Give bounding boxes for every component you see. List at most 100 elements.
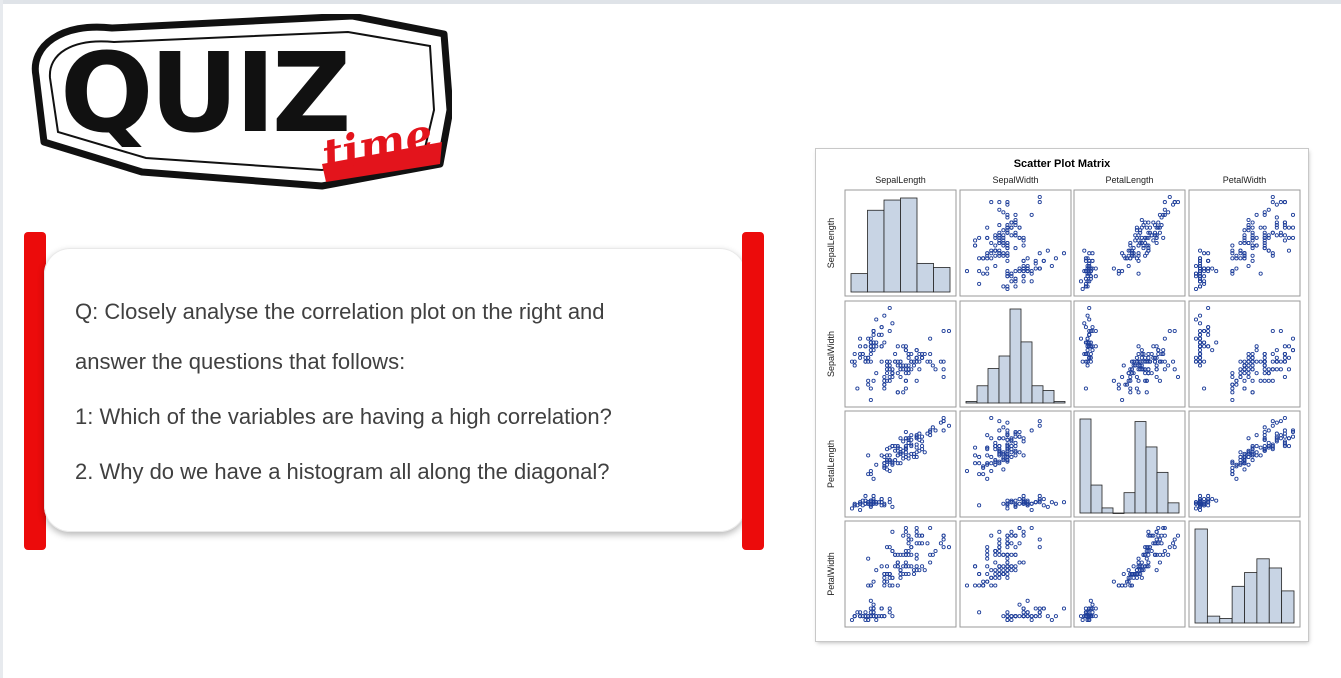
scatter-point	[909, 351, 914, 357]
scatter-point	[860, 498, 865, 503]
scatter-point	[1128, 390, 1133, 395]
scatter-point	[903, 344, 908, 349]
scatter-point	[1087, 617, 1092, 623]
scatter-point	[863, 493, 868, 499]
scatter-point	[1111, 378, 1116, 383]
histogram-bar	[916, 262, 934, 293]
scatter-point	[1037, 194, 1042, 200]
scatter-point	[1001, 436, 1006, 441]
scatter-point	[1172, 545, 1177, 550]
scatter-point	[920, 541, 925, 546]
row-header-sepalwidth: SepalWidth	[826, 331, 836, 377]
scatter-point	[868, 583, 873, 588]
scatter-point	[1009, 614, 1014, 619]
scatter-point	[1129, 367, 1135, 372]
scatter-point	[1234, 378, 1239, 383]
scatter-point	[914, 359, 919, 364]
scatter-point	[1262, 351, 1267, 357]
scatter-point	[1230, 382, 1235, 387]
scatter-point	[1033, 500, 1038, 505]
scatter-point	[1230, 386, 1235, 391]
scatter-point	[1009, 450, 1014, 455]
scatter-point	[1159, 351, 1164, 357]
scatter-point	[977, 571, 982, 577]
scatter-point	[1250, 451, 1255, 456]
scatter-point	[941, 428, 946, 433]
scatter-point	[964, 269, 970, 274]
scatter-point	[1005, 453, 1010, 458]
scatter-point	[1017, 225, 1022, 230]
scatter-point	[1123, 382, 1128, 387]
histogram-bar	[883, 199, 901, 293]
scatter-point	[1146, 220, 1151, 225]
scatter-point	[1250, 246, 1255, 251]
column-header-sepalwidth: SepalWidth	[992, 175, 1038, 185]
scatter-point	[1013, 448, 1018, 453]
scatter-point	[895, 583, 900, 588]
scatter-point	[1246, 263, 1251, 269]
scatter-point	[1131, 251, 1136, 256]
scatter-point	[874, 371, 879, 376]
scatter-point	[868, 598, 873, 603]
scatter-point	[879, 332, 884, 337]
scatter-point	[1162, 525, 1167, 531]
scatter-point	[985, 271, 990, 276]
scatter-point	[1136, 359, 1141, 364]
scatter-point	[1001, 456, 1006, 461]
scatter-point	[997, 428, 1002, 433]
scatter-point	[1037, 200, 1042, 205]
scatter-point	[1087, 355, 1092, 360]
scatter-point	[1242, 363, 1247, 368]
scatter-point	[1246, 217, 1251, 223]
scatter-point	[906, 548, 911, 554]
scatter-point	[909, 433, 914, 438]
scatter-point	[1005, 552, 1010, 557]
scatter-point	[1270, 251, 1275, 256]
scatter-point	[1266, 248, 1271, 253]
scatter-point	[1274, 367, 1279, 372]
scatter-point	[938, 541, 943, 546]
scatter-point	[1111, 266, 1116, 271]
scatter-point	[1017, 434, 1022, 439]
scatter-point	[997, 459, 1002, 464]
scatter-point	[1088, 276, 1093, 281]
scatter-point	[855, 386, 860, 391]
scatter-point	[1126, 568, 1131, 573]
scatter-point	[895, 363, 900, 368]
scatter-point	[1149, 351, 1154, 357]
scatter-point	[849, 506, 855, 511]
scatter-point	[1005, 269, 1010, 274]
scatter-point	[1197, 276, 1203, 281]
scatter-point	[1146, 359, 1151, 364]
scatter-point	[1009, 564, 1014, 569]
scatter-point	[1001, 571, 1006, 577]
scatter-point	[1005, 240, 1010, 246]
scatter-point	[1270, 351, 1275, 357]
histogram-bar	[1194, 528, 1208, 624]
scatter-point	[1290, 428, 1296, 433]
scatter-point	[893, 444, 898, 449]
scatter-point	[1210, 266, 1215, 271]
scatter-point	[1282, 344, 1287, 349]
scatter-point	[1258, 359, 1263, 364]
scatter-point	[985, 225, 990, 230]
scatter-point	[887, 497, 892, 502]
scatter-point	[882, 583, 887, 588]
scatter-point	[1197, 500, 1203, 505]
scatter-point	[1146, 371, 1151, 376]
scatter-point	[858, 507, 863, 513]
scatter-point	[981, 472, 986, 477]
scatter-point	[1230, 256, 1235, 261]
scatter-point	[1156, 525, 1161, 531]
scatter-point	[1161, 348, 1166, 353]
scatter-point	[985, 476, 990, 481]
slide-top-border	[0, 0, 1341, 4]
scatter-point	[1262, 233, 1267, 238]
scatter-point	[903, 444, 908, 449]
scatter-point	[1250, 390, 1255, 395]
scatter-point	[890, 462, 895, 467]
scatter-point	[1206, 344, 1211, 349]
scatter-point	[1274, 215, 1279, 220]
scatter-point	[1083, 256, 1088, 261]
scatter-point	[1013, 223, 1018, 228]
